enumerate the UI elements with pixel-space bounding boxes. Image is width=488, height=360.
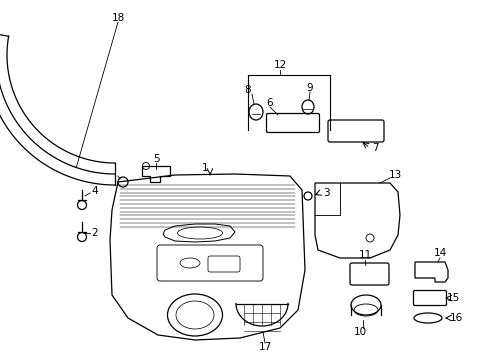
Text: 7: 7 (371, 143, 378, 153)
Text: 9: 9 (306, 83, 313, 93)
Text: 5: 5 (152, 154, 159, 164)
Text: 18: 18 (111, 13, 124, 23)
Text: 2: 2 (92, 228, 98, 238)
Text: 17: 17 (258, 342, 271, 352)
Text: 13: 13 (387, 170, 401, 180)
Text: 14: 14 (432, 248, 446, 258)
Text: 4: 4 (92, 186, 98, 196)
Text: 3: 3 (322, 188, 328, 198)
Text: 8: 8 (244, 85, 251, 95)
Text: 15: 15 (446, 293, 459, 303)
Text: 12: 12 (273, 60, 286, 70)
Text: 10: 10 (353, 327, 366, 337)
Text: 11: 11 (358, 250, 371, 260)
Text: 16: 16 (448, 313, 462, 323)
Text: 1: 1 (201, 163, 208, 173)
Text: 6: 6 (266, 98, 273, 108)
